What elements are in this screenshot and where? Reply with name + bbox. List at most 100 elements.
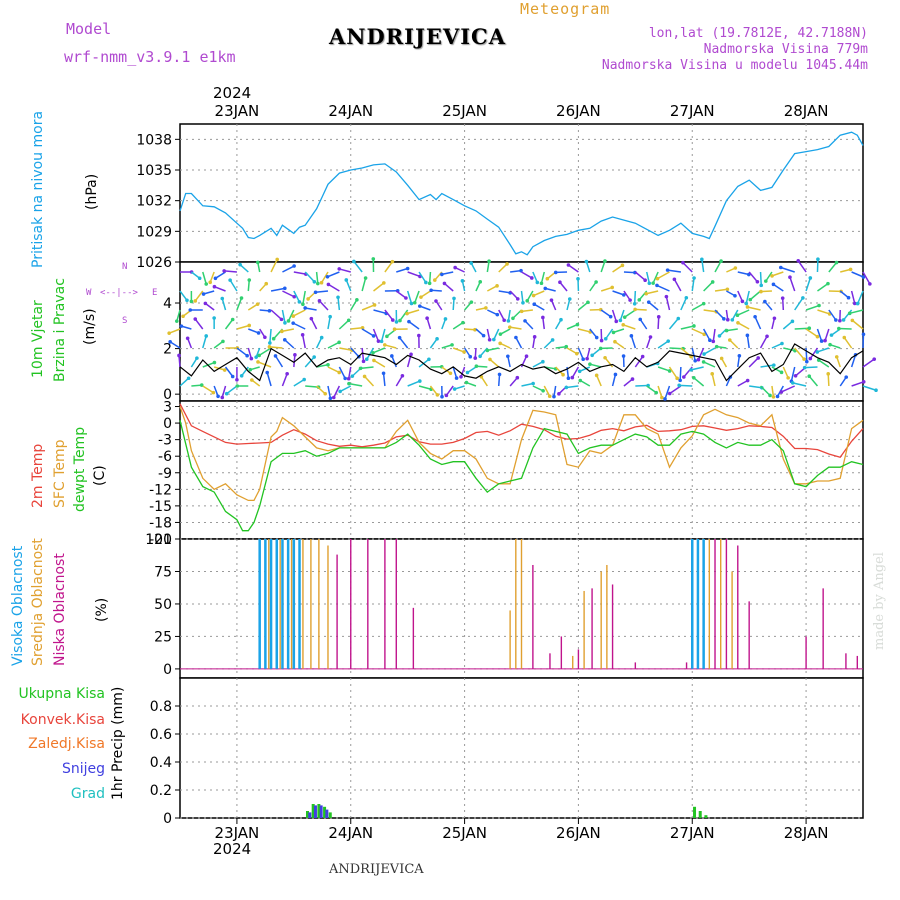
precip-frozen-label: Zaledj.Kisa <box>28 736 105 752</box>
wind-barb <box>366 347 375 360</box>
wind-barb <box>445 385 454 396</box>
wind-barb <box>827 373 830 387</box>
wind-barb-head <box>495 312 500 317</box>
wind-barb <box>646 336 652 349</box>
wind-barb-head <box>733 266 738 270</box>
wind-barb <box>630 335 637 349</box>
wind-barb-head <box>392 327 397 332</box>
wind-barb-head <box>530 276 534 280</box>
wind-barb <box>703 281 714 292</box>
wind-barb <box>281 309 286 324</box>
wind-barb-head <box>667 369 672 373</box>
wind-barb <box>347 366 352 379</box>
wind-barb <box>318 300 329 311</box>
wind-barb <box>224 366 234 377</box>
wind-barb-head <box>417 333 421 338</box>
total_precip-bar <box>704 815 708 818</box>
wind-barb <box>509 326 522 330</box>
wind-barb-head <box>665 268 670 272</box>
wind-barb-head <box>603 336 608 341</box>
wind-barb-head <box>603 259 607 263</box>
wind-barb-head <box>628 298 632 302</box>
wind-barb-head <box>740 299 745 304</box>
wind-barb-head <box>745 378 750 383</box>
wind-barb <box>429 385 438 396</box>
wind-barb-head <box>701 360 706 364</box>
wind-barb-head <box>201 292 206 296</box>
wind-barb-head <box>474 364 479 369</box>
wind-barb <box>797 260 807 273</box>
wind-barb-head <box>453 265 457 270</box>
wind-barb-head <box>336 295 340 300</box>
wind-barb-head <box>208 280 213 285</box>
wind-barb-head <box>235 378 239 382</box>
wind-barb <box>611 374 617 387</box>
wind-barb-head <box>539 281 544 286</box>
x-date-label-bottom: 23JAN <box>215 824 260 842</box>
wind-barb <box>406 309 420 315</box>
wind-barb <box>657 316 660 330</box>
wind-barb-head <box>175 319 179 323</box>
wind-barb <box>179 290 188 301</box>
wind-barb <box>543 339 554 349</box>
wind-barb <box>711 373 716 387</box>
wind-barb-head <box>577 369 582 374</box>
total_precip-bar <box>311 804 315 818</box>
wind-barb-head <box>319 280 324 285</box>
wind-barb-head <box>309 316 314 321</box>
wind-barb-head <box>725 287 730 292</box>
wind-barb <box>817 309 830 315</box>
wind-barb <box>639 318 648 330</box>
wind-barb-head <box>829 333 834 337</box>
wind-barb <box>452 366 458 379</box>
wind-barb <box>566 323 578 330</box>
wind-barb-head <box>362 374 367 379</box>
wind-barb-head <box>323 391 328 396</box>
wind-barb <box>524 320 534 330</box>
wind-barb <box>213 385 219 397</box>
wind-barb <box>789 276 796 292</box>
wind-barb-head <box>469 300 474 304</box>
wind-barb <box>805 304 820 311</box>
wind-barb <box>194 290 204 302</box>
wind-barb-head <box>212 360 217 365</box>
wind-barb <box>817 347 830 353</box>
wind-barb <box>270 309 282 320</box>
wind-barb <box>805 347 808 362</box>
wind-barb-head <box>722 317 726 321</box>
wind-barb-head <box>779 390 784 394</box>
wind-barb-head <box>452 296 456 301</box>
wind-barb <box>747 306 761 311</box>
wind-barb-head <box>465 370 470 375</box>
wind-barb <box>266 372 272 387</box>
wind-barb-head <box>759 289 763 294</box>
wind-barb-head <box>646 300 651 304</box>
wind-barb-head <box>828 342 832 347</box>
wind-barb <box>418 385 432 390</box>
wind-barb <box>498 290 511 294</box>
wind-barb <box>703 309 717 313</box>
wind-barb <box>360 366 374 370</box>
wind-barb-head <box>181 314 185 319</box>
wind-barb-head <box>507 325 512 329</box>
wind-barb-head <box>222 269 226 273</box>
wind-barb-head <box>412 300 417 305</box>
wind-barb-head <box>319 335 324 340</box>
wind-barb <box>589 363 602 368</box>
wind-barb-head <box>629 334 634 338</box>
wind-barb-head <box>405 266 410 271</box>
wind-barb <box>350 299 358 311</box>
wind-barb <box>316 385 326 395</box>
wind-barb <box>209 271 215 283</box>
wind-barb-head <box>235 384 240 388</box>
wind-barb-head <box>765 334 769 339</box>
wind-barb <box>623 378 633 387</box>
wind-barb-head <box>267 345 272 349</box>
wind-barb-head <box>621 354 626 358</box>
wind-barb-head <box>532 335 537 339</box>
wind-barb-head <box>816 257 820 262</box>
wind-barb <box>862 271 871 285</box>
wind-barb-head <box>531 293 536 298</box>
wind-barb <box>372 328 380 342</box>
wind-barb <box>315 337 323 349</box>
